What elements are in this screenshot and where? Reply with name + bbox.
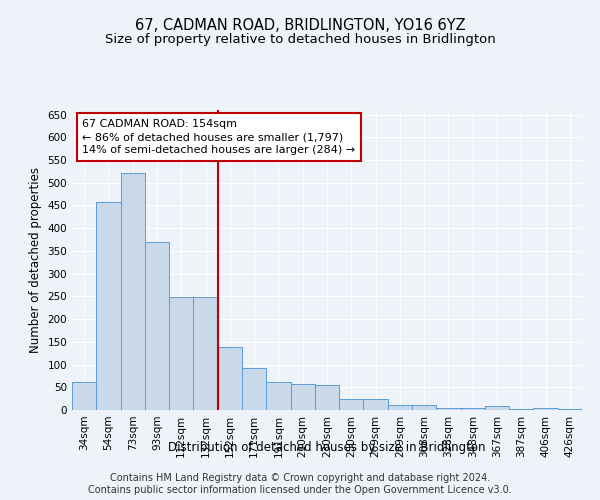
Bar bbox=[558, 408, 582, 410]
Bar bbox=[436, 408, 461, 410]
Bar bbox=[412, 404, 436, 410]
Bar bbox=[388, 404, 412, 410]
Bar bbox=[266, 382, 290, 410]
Bar bbox=[145, 242, 169, 410]
Y-axis label: Number of detached properties: Number of detached properties bbox=[29, 167, 42, 353]
Bar bbox=[218, 348, 242, 410]
Text: 67 CADMAN ROAD: 154sqm
← 86% of detached houses are smaller (1,797)
14% of semi-: 67 CADMAN ROAD: 154sqm ← 86% of detached… bbox=[82, 119, 355, 156]
Bar bbox=[533, 408, 558, 410]
Bar bbox=[72, 382, 96, 410]
Bar bbox=[169, 298, 193, 410]
Bar bbox=[339, 398, 364, 410]
Bar bbox=[461, 408, 485, 410]
Bar bbox=[315, 385, 339, 410]
Bar bbox=[485, 406, 509, 410]
Bar bbox=[509, 408, 533, 410]
Text: Distribution of detached houses by size in Bridlington: Distribution of detached houses by size … bbox=[168, 441, 486, 454]
Bar bbox=[96, 202, 121, 410]
Text: 67, CADMAN ROAD, BRIDLINGTON, YO16 6YZ: 67, CADMAN ROAD, BRIDLINGTON, YO16 6YZ bbox=[134, 18, 466, 32]
Bar bbox=[121, 173, 145, 410]
Bar bbox=[364, 398, 388, 410]
Bar bbox=[193, 298, 218, 410]
Text: Size of property relative to detached houses in Bridlington: Size of property relative to detached ho… bbox=[104, 32, 496, 46]
Text: Contains HM Land Registry data © Crown copyright and database right 2024.
Contai: Contains HM Land Registry data © Crown c… bbox=[88, 474, 512, 495]
Bar bbox=[290, 384, 315, 410]
Bar bbox=[242, 368, 266, 410]
